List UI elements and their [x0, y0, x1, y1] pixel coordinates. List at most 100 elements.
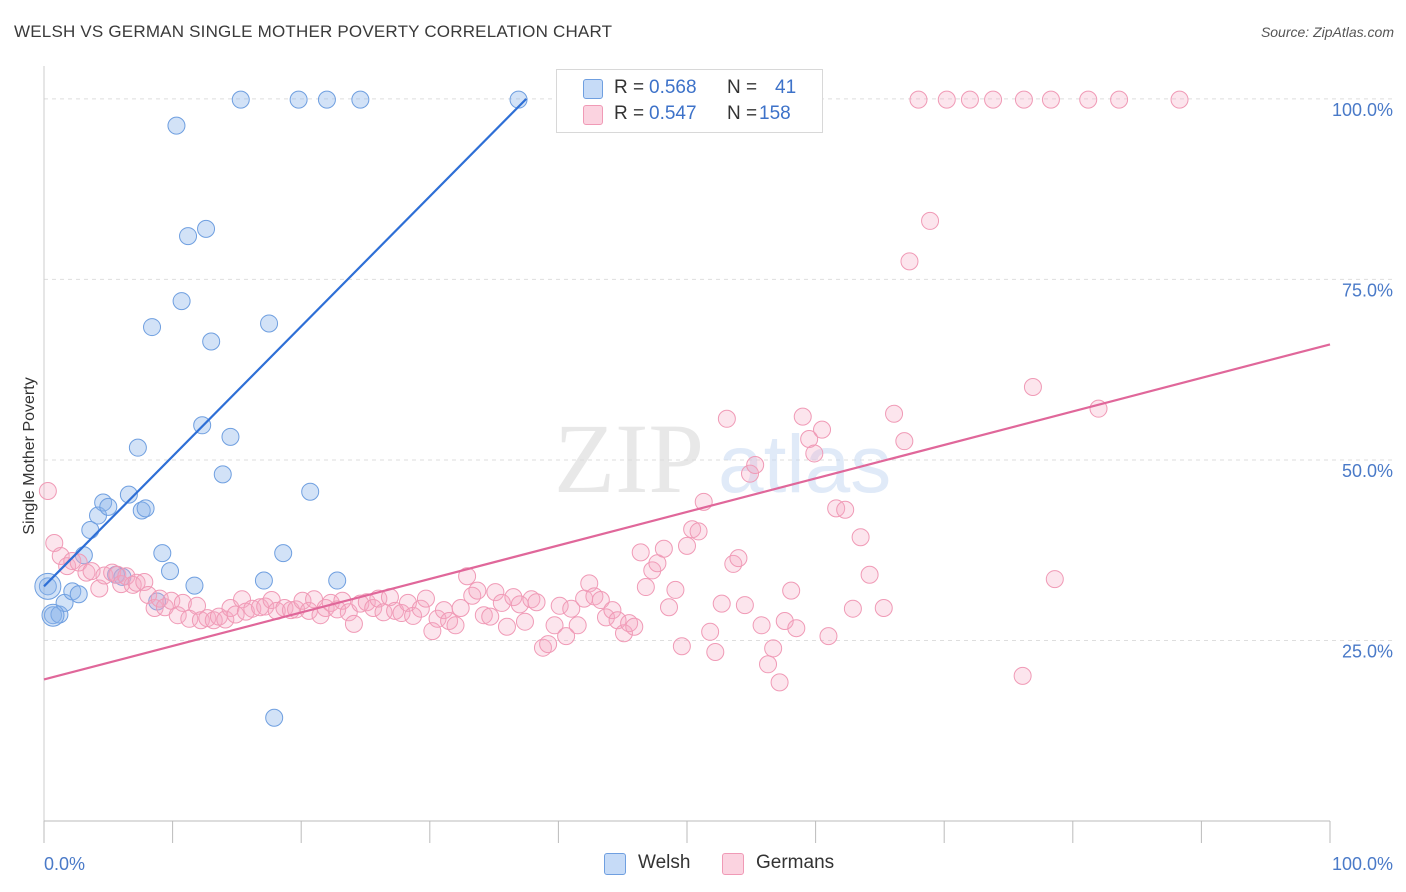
germans-point	[191, 611, 210, 630]
germans-point	[45, 533, 64, 552]
welsh-point	[38, 577, 57, 596]
germans-point	[603, 601, 622, 620]
germans-point	[874, 598, 893, 617]
germans-point	[1023, 378, 1042, 397]
germans-point	[1014, 90, 1033, 109]
germans-point	[145, 598, 164, 617]
series-legend: Welsh Germans	[0, 852, 1406, 878]
source-credit: Source: ZipAtlas.com	[1260, 24, 1394, 40]
germans-point	[458, 567, 477, 586]
germans-point	[706, 643, 725, 662]
welsh-point	[167, 116, 186, 135]
germans-point	[545, 616, 564, 635]
welsh-point	[351, 90, 370, 109]
n-value: 41	[775, 77, 797, 98]
x-tick-label: 0.0%	[44, 854, 85, 874]
germans-point	[492, 593, 511, 612]
germans-point	[527, 593, 546, 612]
germans-point	[782, 581, 801, 600]
germans-point	[775, 611, 794, 630]
germans-point	[764, 639, 783, 658]
germans-point	[843, 599, 862, 618]
germans-point	[63, 552, 82, 571]
welsh-point	[128, 438, 147, 457]
germans-point	[759, 655, 778, 674]
germans-point	[226, 605, 245, 624]
welsh-point	[231, 90, 250, 109]
germans-point	[58, 557, 77, 576]
chart-title: WELSH VS GERMAN SINGLE MOTHER POVERTY CO…	[14, 22, 613, 41]
germans-point	[468, 581, 487, 600]
welsh-point	[161, 562, 180, 581]
germans-point	[256, 597, 275, 616]
germans-point	[411, 599, 430, 618]
germans-point	[108, 565, 127, 584]
germans-point	[188, 596, 207, 615]
germans-point	[374, 603, 393, 622]
germans-point	[654, 539, 673, 558]
germans-swatch-icon	[583, 105, 603, 125]
welsh-point	[136, 499, 155, 518]
germans-point	[900, 252, 919, 271]
germans-point	[139, 585, 158, 604]
germans-point	[386, 601, 405, 620]
legend-label: Germans	[756, 852, 835, 873]
germans-point	[1045, 570, 1064, 589]
germans-point	[701, 622, 720, 641]
germans-point	[614, 624, 633, 643]
legend-label: Welsh	[638, 852, 691, 873]
germans-point	[474, 606, 493, 625]
x-tick-label: 100.0%	[1332, 854, 1393, 874]
germans-point	[481, 607, 500, 626]
germans-point	[446, 616, 465, 635]
germans-point	[38, 481, 57, 500]
welsh-trend-line	[43, 98, 528, 588]
germans-point	[51, 546, 70, 565]
germans-point	[596, 608, 615, 627]
welsh-point	[274, 544, 293, 563]
welsh-point	[99, 497, 118, 516]
welsh-point	[221, 427, 240, 446]
germans-swatch-icon	[722, 853, 744, 875]
germans-point	[557, 627, 576, 646]
germans-point	[451, 598, 470, 617]
welsh-point	[202, 332, 221, 351]
germans-point	[216, 610, 235, 629]
germans-point	[793, 407, 812, 426]
welsh-point	[328, 571, 347, 590]
watermark-zip: ZIP	[554, 403, 704, 514]
germans-trend-line	[43, 343, 1331, 681]
germans-point	[805, 444, 824, 463]
germans-point	[729, 549, 748, 568]
stats-row-germans: R = 0.547 N = 158	[557, 101, 822, 127]
germans-point	[522, 590, 541, 609]
y-axis-label: Single Mother Poverty	[21, 377, 38, 534]
germans-point	[262, 591, 281, 610]
germans-point	[712, 594, 731, 613]
welsh-point	[44, 606, 63, 625]
r-value: 0.568	[649, 77, 697, 98]
welsh-point	[172, 292, 191, 311]
welsh-point	[301, 482, 320, 501]
points-layer	[34, 90, 1189, 727]
germans-point	[921, 211, 940, 230]
germans-point	[787, 619, 806, 638]
germans-point	[631, 543, 650, 562]
germans-point	[1079, 90, 1098, 109]
grid-layer	[44, 98, 1392, 641]
germans-point	[909, 90, 928, 109]
germans-point	[392, 604, 411, 623]
germans-point	[568, 616, 587, 635]
germans-point	[960, 90, 979, 109]
germans-point	[486, 583, 505, 602]
axes-layer	[43, 66, 1331, 843]
welsh-point	[197, 219, 216, 238]
germans-point	[127, 573, 146, 592]
welsh-swatch-icon	[583, 79, 603, 99]
germans-point	[984, 90, 1003, 109]
r-label: R =	[614, 77, 645, 98]
n-label: N =	[727, 103, 758, 124]
germans-point	[1110, 90, 1129, 109]
germans-point	[416, 589, 435, 608]
